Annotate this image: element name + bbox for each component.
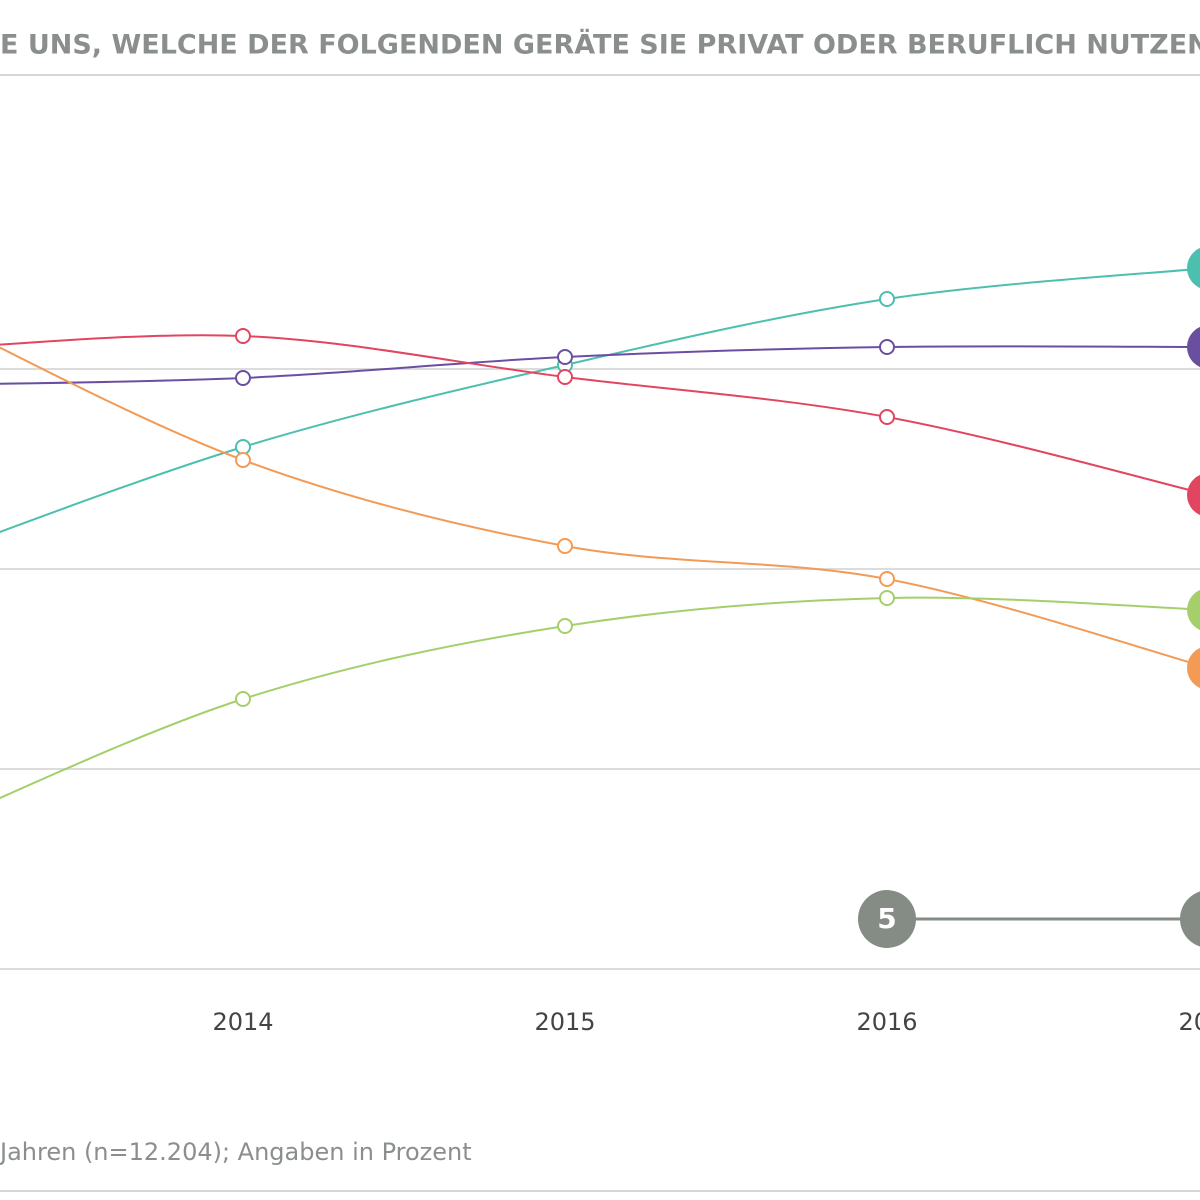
series-line xyxy=(0,596,1200,800)
end-marker xyxy=(1187,326,1200,368)
end-marker xyxy=(1187,247,1200,289)
x-tick-label: 2016 xyxy=(856,1008,917,1036)
point-marker xyxy=(879,590,895,606)
point-marker xyxy=(235,328,251,344)
point-marker xyxy=(557,618,573,634)
chart-title: E UNS, WELCHE DER FOLGENDEN GERÄTE SIE P… xyxy=(0,29,1200,61)
point-marker xyxy=(557,538,573,554)
point-marker xyxy=(235,439,251,455)
bubble-marker xyxy=(858,890,916,948)
point-marker xyxy=(557,369,573,385)
x-tick-label: 2017 xyxy=(1178,1008,1200,1036)
end-marker xyxy=(1187,647,1200,689)
end-marker xyxy=(1187,589,1200,631)
x-tick-label: 2014 xyxy=(212,1008,273,1036)
point-marker xyxy=(235,452,251,468)
point-marker xyxy=(235,691,251,707)
bubble-marker xyxy=(1180,891,1200,947)
series-line xyxy=(0,334,1200,494)
point-marker xyxy=(879,291,895,307)
series-line xyxy=(0,345,1200,385)
point-marker xyxy=(557,349,573,365)
x-tick-label: 2015 xyxy=(534,1008,595,1036)
series-line xyxy=(0,346,1200,667)
point-marker xyxy=(879,409,895,425)
point-marker xyxy=(235,370,251,386)
series-line xyxy=(0,267,1200,533)
point-marker xyxy=(879,571,895,587)
point-marker xyxy=(879,339,895,355)
end-marker xyxy=(1187,474,1200,516)
value-label: 5 xyxy=(877,902,896,935)
footnote: Jahren (n=12.204); Angaben in Prozent xyxy=(0,1138,472,1166)
